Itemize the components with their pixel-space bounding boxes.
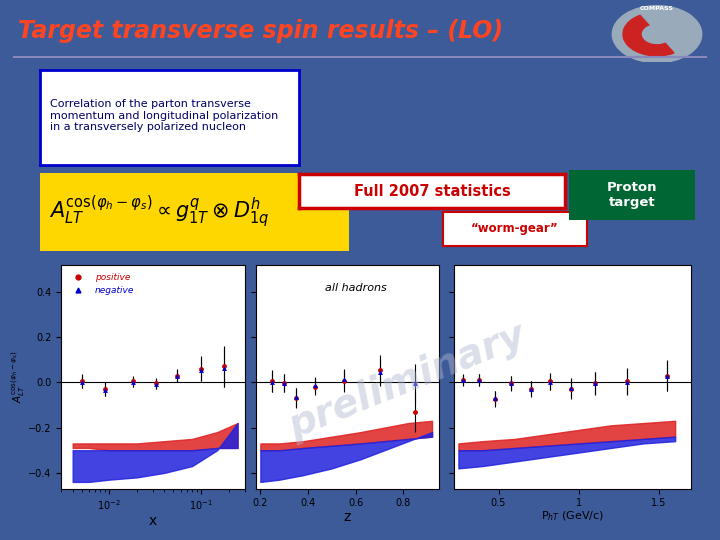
Text: Target transverse spin results – (LO): Target transverse spin results – (LO) [18, 19, 503, 43]
X-axis label: P$_{hT}$ (GeV/c): P$_{hT}$ (GeV/c) [541, 510, 604, 523]
Legend: positive, negative: positive, negative [66, 269, 138, 299]
Text: “worm-gear”: “worm-gear” [471, 222, 559, 235]
Wedge shape [623, 15, 674, 56]
Circle shape [642, 25, 672, 44]
Text: preliminary: preliminary [283, 316, 531, 446]
X-axis label: z: z [343, 510, 351, 524]
Text: COMPASS: COMPASS [640, 6, 674, 11]
Text: Full 2007 statistics: Full 2007 statistics [354, 184, 510, 199]
Text: all hadrons: all hadrons [325, 282, 387, 293]
Y-axis label: $A_{LT}^{\cos(\varphi_h-\varphi_s)}$: $A_{LT}^{\cos(\varphi_h-\varphi_s)}$ [9, 350, 27, 403]
Circle shape [612, 5, 702, 63]
X-axis label: x: x [149, 514, 157, 528]
Text: Proton
target: Proton target [606, 181, 657, 209]
Text: Correlation of the parton transverse
momentum and longitudinal polarization
in a: Correlation of the parton transverse mom… [50, 99, 278, 132]
Text: $A_{LT}^{\cos(\varphi_h-\varphi_s)} \propto g_{1T}^q \otimes D_{1q}^h$: $A_{LT}^{\cos(\varphi_h-\varphi_s)} \pro… [49, 194, 269, 230]
